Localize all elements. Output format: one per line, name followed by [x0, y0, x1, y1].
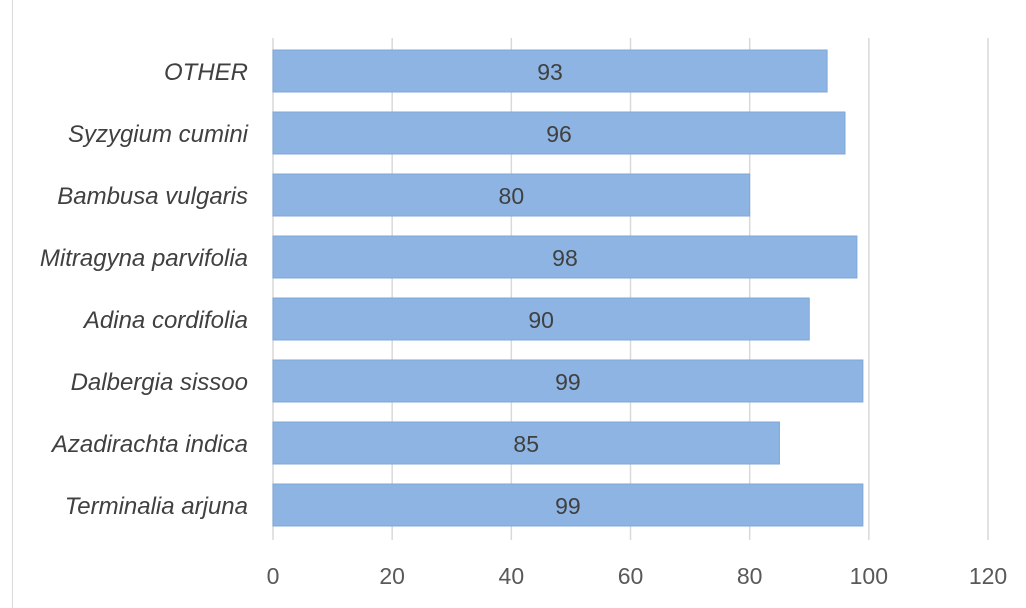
data-label: 99 — [555, 369, 581, 395]
data-labels: 93 96 80 98 90 99 85 99 — [499, 59, 581, 519]
category-label: Bambusa vulgaris — [57, 183, 248, 210]
bar — [272, 49, 828, 93]
tick-label: 60 — [618, 563, 644, 589]
data-label: 96 — [546, 121, 572, 147]
bar — [272, 173, 751, 217]
category-label: OTHER — [164, 59, 248, 86]
bar — [272, 421, 780, 465]
category-label: Dalbergia sissoo — [71, 369, 248, 396]
bar — [272, 235, 858, 279]
bar — [272, 297, 810, 341]
frame-border-left — [12, 0, 13, 608]
x-axis-ticks: 0 20 40 60 80 100 120 — [267, 563, 1008, 589]
data-label: 90 — [528, 307, 554, 333]
tick-label: 20 — [379, 563, 405, 589]
category-label: Terminalia arjuna — [65, 493, 248, 520]
bar — [272, 359, 864, 403]
category-label: Adina cordifolia — [82, 307, 248, 334]
tick-label: 80 — [737, 563, 763, 589]
tick-label: 40 — [499, 563, 525, 589]
data-label: 80 — [499, 183, 525, 209]
bars — [272, 49, 864, 527]
data-label: 85 — [513, 431, 539, 457]
category-label: Mitragyna parvifolia — [40, 245, 248, 272]
tick-label: 100 — [850, 563, 888, 589]
category-labels: OTHER Syzygium cumini Bambusa vulgaris Mitr… — [40, 59, 249, 520]
bar — [272, 483, 864, 527]
data-label: 93 — [537, 59, 563, 85]
tick-label: 0 — [267, 563, 280, 589]
bar — [272, 111, 846, 155]
tick-label: 120 — [969, 563, 1007, 589]
category-label: Syzygium cumini — [68, 121, 249, 148]
data-label: 98 — [552, 245, 578, 271]
category-label: Azadirachta indica — [50, 431, 248, 458]
data-label: 99 — [555, 493, 581, 519]
